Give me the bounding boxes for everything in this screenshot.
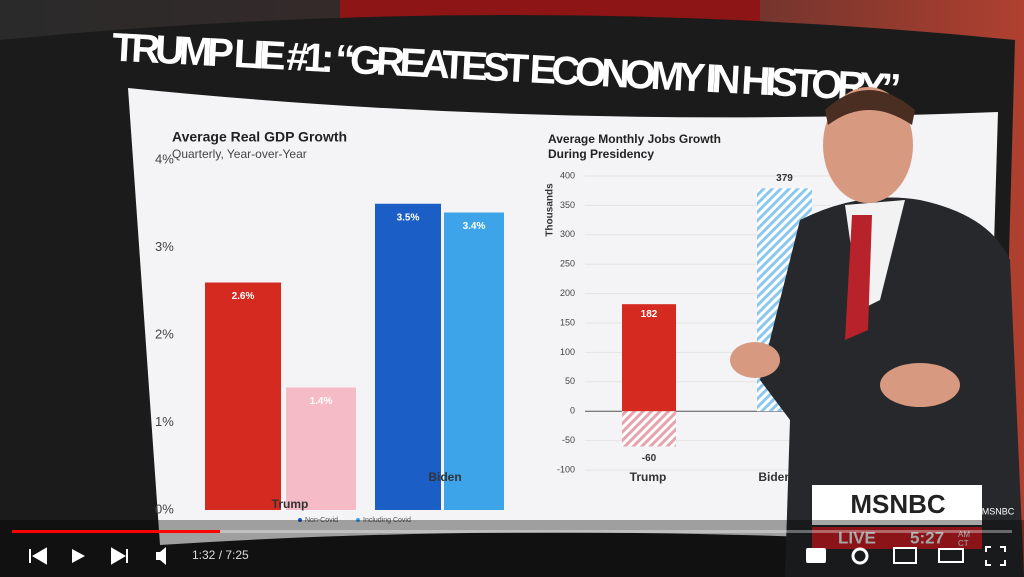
y-tick-label: 50	[565, 376, 575, 386]
progress-played	[12, 530, 220, 533]
controls-shade	[0, 520, 1024, 577]
value-label: 379	[776, 173, 793, 184]
value-label: 1.4%	[310, 396, 333, 407]
bar	[205, 282, 281, 510]
fullscreen-button[interactable]	[985, 546, 1006, 566]
chart-title: During Presidency	[548, 147, 654, 161]
bar	[375, 203, 441, 510]
y-tick-label: 200	[560, 288, 575, 298]
value-label: 2.6%	[232, 291, 255, 302]
progress-track[interactable]	[12, 530, 1012, 533]
bar	[622, 411, 676, 447]
time-display: 1:32 / 7:25	[192, 548, 249, 562]
bug-zone: CT	[958, 539, 969, 548]
legend-swatch	[356, 518, 360, 522]
previous-button[interactable]	[29, 547, 47, 565]
y-tick-label: 0	[570, 406, 575, 416]
y-tick-label: 350	[560, 200, 575, 210]
category-label: Biden	[428, 470, 461, 484]
value-label: 3.5%	[397, 212, 420, 223]
next-button[interactable]	[111, 547, 128, 565]
presenter	[730, 87, 1024, 577]
bug-ampm: AM	[958, 530, 970, 539]
y-tick-label: 300	[560, 229, 575, 239]
bug-clock: 5:27	[910, 528, 944, 547]
legend-label: Non-Covid	[305, 517, 338, 524]
corner-network: MSNBC	[982, 506, 1015, 516]
bar	[444, 212, 504, 510]
category-label: Trump	[630, 470, 667, 484]
y-tick-label: 0%	[155, 501, 174, 516]
category-label: Biden	[758, 470, 791, 484]
play-button[interactable]	[72, 549, 85, 563]
y-axis-label: Thousands	[545, 183, 556, 237]
miniplayer-button[interactable]	[893, 547, 917, 564]
y-tick-label: 400	[560, 170, 575, 180]
bug-network: MSNBC	[850, 489, 946, 519]
y-tick-label: 150	[560, 317, 575, 327]
y-tick-label: 3%	[155, 239, 174, 254]
volume-button[interactable]	[156, 547, 166, 565]
bug-box	[812, 485, 982, 525]
y-tick-label: 100	[560, 347, 575, 357]
theater-button[interactable]	[938, 548, 964, 563]
value-label: 3.4%	[463, 221, 486, 232]
category-label: Trump	[272, 497, 309, 511]
bug-live: LIVE	[838, 528, 876, 547]
bar	[286, 387, 356, 510]
charts: Average Real GDP Growth Quarterly, Year-o…	[155, 129, 830, 524]
chart-title: Average Real GDP Growth	[172, 129, 347, 145]
legend-swatch	[298, 518, 302, 522]
network-bug: MSNBC LIVE 5:27 AM CT MSNBC	[812, 485, 1015, 549]
captions-button[interactable]	[806, 548, 826, 563]
chart-title: Average Monthly Jobs Growth	[548, 132, 721, 146]
settings-button[interactable]	[851, 547, 869, 565]
y-tick-label: 2%	[155, 326, 174, 341]
bug-live-bar	[812, 527, 982, 549]
y-tick-label: 250	[560, 259, 575, 269]
y-tick-label: -50	[562, 435, 575, 445]
chart-subtitle: Quarterly, Year-over-Year	[172, 147, 307, 161]
legend-label: Including Covid	[363, 517, 411, 524]
y-tick-label: -100	[557, 464, 575, 474]
value-label: 182	[641, 309, 658, 320]
y-tick-label: 1%	[155, 414, 174, 429]
bar	[622, 304, 676, 412]
y-tick-label: 4%	[155, 151, 174, 166]
value-label: -60	[642, 453, 657, 464]
player-controls: 1:32 / 7:25	[0, 520, 1024, 577]
